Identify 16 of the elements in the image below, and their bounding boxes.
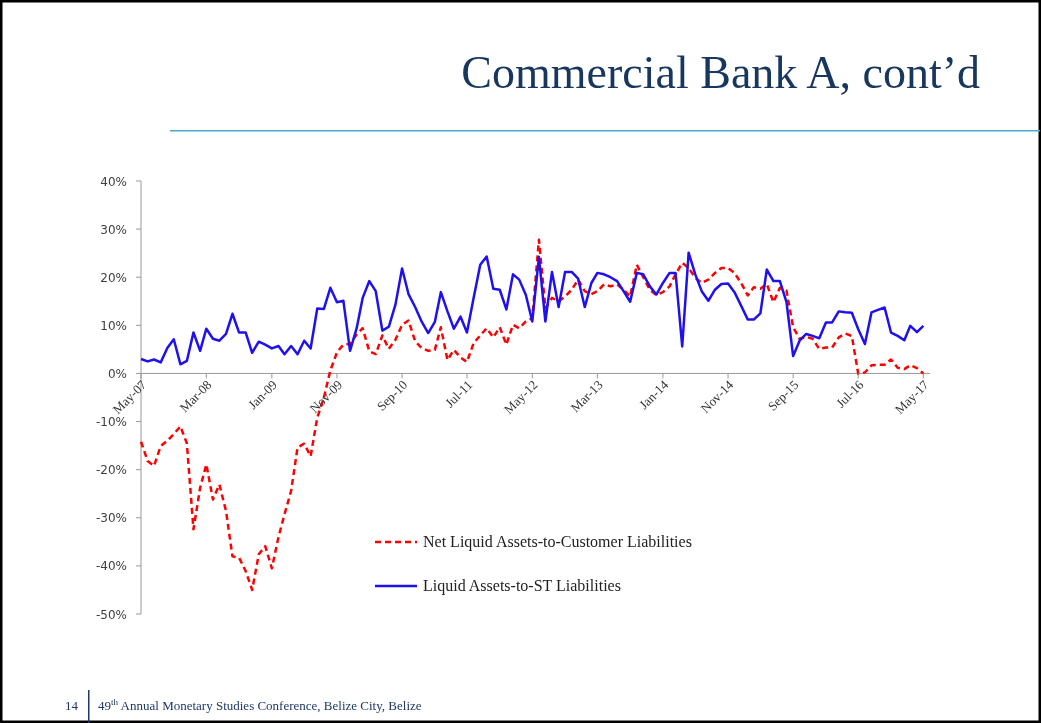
text: 49$^{th}$ Annual Monetary Studies Conference, Belize City, Belize <box>98 697 422 713</box>
line-series <box>139 251 925 366</box>
y-tick-label: 0% <box>107 366 127 381</box>
y-tick-label: 30% <box>100 222 127 237</box>
y-tick-label: -30% <box>95 511 127 526</box>
y-tick-label: -50% <box>95 607 127 622</box>
y-tick-label: 20% <box>100 270 127 285</box>
text: 14 <box>65 698 79 713</box>
legend-label: Net Liquid Assets-to-Customer Liabilities <box>423 533 692 551</box>
y-tick-label: 40% <box>100 174 127 189</box>
y-tick-label: 10% <box>100 318 127 333</box>
y-tick-label: -20% <box>95 463 127 478</box>
y-tick-label: -40% <box>95 559 127 574</box>
chart-title: Commercial Bank A, cont’d <box>461 47 980 98</box>
y-tick-label: -10% <box>95 415 127 430</box>
legend-label: Liquid Assets-to-ST Liabilities <box>423 577 621 595</box>
